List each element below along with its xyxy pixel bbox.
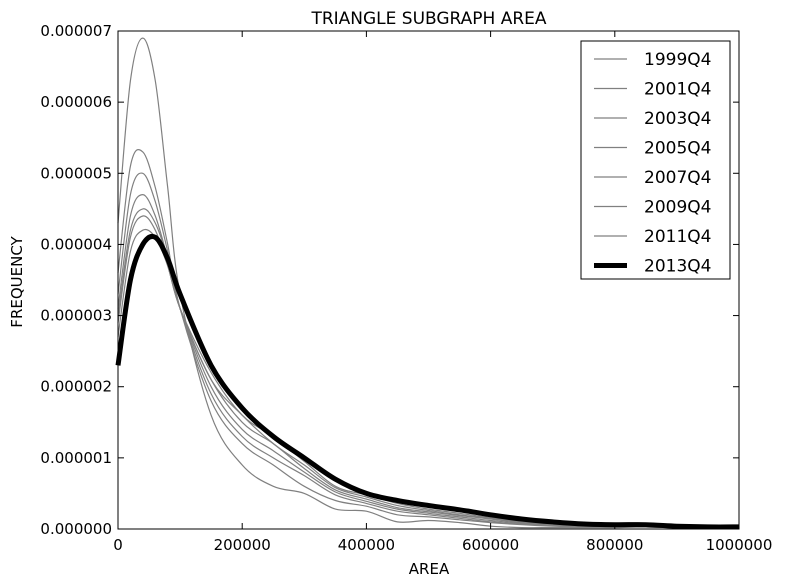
legend-label-2007Q4: 2007Q4 — [644, 168, 711, 188]
y-tick-label: 0.000007 — [40, 22, 112, 40]
x-tick-label: 600000 — [462, 536, 519, 554]
legend-label-2013Q4: 2013Q4 — [644, 257, 711, 277]
legend-label-2011Q4: 2011Q4 — [644, 227, 711, 247]
series-line-2013Q4 — [115, 233, 740, 530]
x-tick-label: 0 — [113, 536, 123, 554]
x-tick-label: 400000 — [338, 536, 395, 554]
x-axis-ticks: 0 200000 400000 600000 800000 1000000 — [113, 31, 772, 554]
plot-frame — [117, 30, 740, 530]
legend-label-1999Q4: 1999Q4 — [644, 50, 711, 70]
y-tick-label: 0.000006 — [40, 93, 112, 111]
chart-title: TRIANGLE SUBGRAPH AREA — [310, 9, 546, 29]
legend-box — [580, 40, 731, 280]
x-tick-label: 800000 — [586, 536, 643, 554]
y-tick-label: 0.000004 — [40, 235, 112, 253]
legend-label-2009Q4: 2009Q4 — [644, 198, 711, 218]
x-tick-label: 1000000 — [706, 536, 773, 554]
y-tick-label: 0.000000 — [40, 520, 112, 538]
x-axis-label: AREA — [409, 560, 450, 578]
curves — [115, 37, 740, 530]
y-axis-ticks: 0.000000 0.000001 0.000002 0.000003 0.000004… — [40, 22, 739, 538]
legend-label-2005Q4: 2005Q4 — [644, 139, 711, 159]
y-tick-label: 0.000001 — [40, 449, 112, 467]
y-axis-label: FREQUENCY — [8, 235, 26, 327]
legend-label-2001Q4: 2001Q4 — [644, 80, 711, 100]
legend-label-2003Q4: 2003Q4 — [644, 109, 711, 129]
y-tick-label: 0.000003 — [40, 307, 112, 325]
y-tick-label: 0.000002 — [40, 378, 112, 396]
x-tick-label: 200000 — [214, 536, 271, 554]
legend: 1999Q4 2001Q4 2003Q4 2005Q4 2007Q4 2009Q4 2011… — [580, 40, 731, 280]
y-tick-label: 0.000005 — [40, 164, 112, 182]
